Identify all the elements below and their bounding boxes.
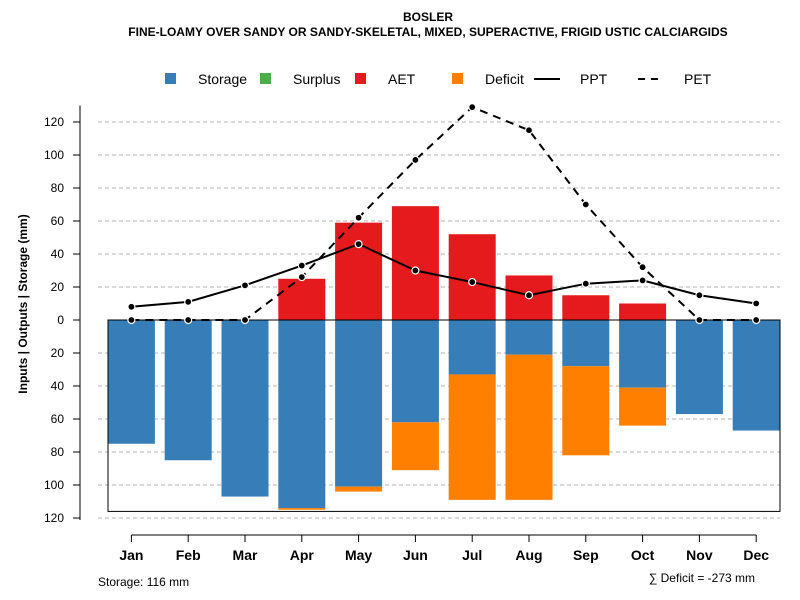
deficit-footer: ∑ Deficit = -273 mm — [649, 571, 755, 585]
legend-swatch-storage — [165, 73, 176, 84]
x-tick-label-mar: Mar — [233, 547, 258, 563]
ppt-point-dec — [752, 299, 761, 308]
ppt-point-aug — [524, 291, 534, 300]
y-tick-label: 60 — [51, 214, 65, 228]
pet-point-may — [354, 213, 363, 222]
storage-bar-jul — [448, 320, 496, 375]
y-tick-label: 40 — [51, 379, 65, 393]
aet-bar-sep — [562, 295, 610, 320]
y-tick-label: 40 — [51, 247, 65, 261]
pet-point-apr — [297, 273, 306, 282]
y-tick-label: 80 — [51, 181, 65, 195]
y-tick-label: 20 — [51, 280, 65, 294]
deficit-bar-sep — [562, 366, 610, 456]
y-tick-label: 80 — [51, 445, 65, 459]
pet-point-jun — [411, 155, 420, 165]
legend: Storage Surplus AET Deficit PPT PET — [165, 71, 712, 87]
storage-bar-jun — [391, 320, 439, 423]
storage-bar-mar — [221, 320, 269, 497]
legend-swatch-deficit — [452, 73, 463, 84]
pet-point-sep — [581, 200, 590, 209]
x-tick-label-may: May — [345, 547, 372, 563]
ppt-point-mar — [240, 281, 250, 290]
legend-label-aet: AET — [388, 71, 416, 87]
ppt-point-apr — [297, 261, 306, 270]
storage-bar-apr — [278, 320, 326, 509]
storage-bar-dec — [732, 320, 780, 431]
y-tick-label: 120 — [44, 115, 64, 129]
pet-point-mar — [240, 315, 250, 325]
deficit-bar-oct — [619, 387, 667, 426]
storage-bar-oct — [619, 320, 667, 388]
aet-bar-apr — [278, 278, 326, 320]
storage-bar-feb — [164, 320, 212, 461]
x-tick-label-nov: Nov — [686, 547, 713, 563]
deficit-bar-aug — [505, 354, 553, 500]
x-tick-label-aug: Aug — [515, 547, 542, 563]
ppt-line — [131, 243, 757, 308]
pet-line — [131, 105, 757, 321]
pet-point-oct — [638, 263, 647, 272]
ppt-point-jul — [468, 277, 477, 287]
x-tick-label-jan: Jan — [119, 547, 143, 563]
deficit-bar-jun — [391, 422, 439, 471]
deficit-bar-jul — [448, 374, 496, 500]
storage-bar-sep — [562, 320, 610, 367]
y-tick-label: 100 — [44, 478, 64, 492]
ppt-point-sep — [581, 279, 590, 288]
series-lines — [127, 103, 761, 325]
deficit-bar-apr — [278, 508, 326, 510]
storage-footer: Storage: 116 mm — [98, 575, 189, 589]
x-tick-label-jul: Jul — [462, 547, 482, 563]
y-tick-label: 120 — [44, 511, 64, 525]
y-tick-label: 20 — [51, 346, 65, 360]
ppt-point-oct — [638, 276, 647, 285]
pet-point-aug — [524, 126, 534, 135]
chart-title: BOSLER — [403, 10, 453, 24]
y-tick-label: 0 — [57, 313, 64, 327]
legend-label-deficit: Deficit — [485, 71, 524, 87]
x-tick-label-feb: Feb — [176, 547, 201, 563]
y-axis: 120 100 80 60 40 20 0 20 40 60 80 100 120 — [44, 105, 81, 525]
pet-point-feb — [184, 315, 193, 325]
storage-bar-jan — [107, 320, 155, 444]
pet-point-jul — [468, 103, 477, 112]
x-tick-label-sep: Sep — [573, 547, 599, 563]
bars — [107, 206, 780, 510]
aet-bar-oct — [619, 303, 667, 320]
storage-bar-aug — [505, 320, 553, 355]
y-tick-label: 60 — [51, 412, 65, 426]
x-tick-label-oct: Oct — [631, 547, 655, 563]
aet-bar-may — [335, 222, 383, 320]
y-axis-label: Inputs | Outputs | Storage (mm) — [16, 214, 30, 393]
legend-label-surplus: Surplus — [293, 71, 340, 87]
legend-swatch-surplus — [260, 73, 271, 84]
x-tick-label-jun: Jun — [403, 547, 428, 563]
legend-label-storage: Storage — [198, 71, 247, 87]
x-tick-label-dec: Dec — [743, 547, 769, 563]
ppt-point-nov — [695, 291, 704, 300]
pet-point-jan — [127, 315, 136, 325]
deficit-bar-may — [335, 486, 383, 492]
storage-capacity-box — [107, 319, 781, 512]
ppt-point-may — [354, 240, 363, 249]
pet-point-nov — [695, 315, 704, 325]
x-axis: Jan Feb Mar Apr May Jun Jul Aug Sep Oct Nov Dec — [119, 534, 769, 563]
pet-point-dec — [752, 315, 761, 325]
y-tick-label: 100 — [44, 148, 64, 162]
aet-bar-jul — [448, 234, 496, 320]
ppt-point-feb — [184, 297, 193, 306]
legend-label-pet: PET — [684, 71, 712, 87]
x-tick-label-apr: Apr — [290, 547, 315, 563]
storage-bar-may — [335, 320, 383, 487]
ppt-point-jan — [127, 302, 136, 311]
ppt-point-jun — [411, 266, 420, 275]
legend-swatch-aet — [355, 73, 366, 84]
storage-bar-nov — [675, 320, 723, 415]
legend-label-ppt: PPT — [580, 71, 608, 87]
chart-subtitle: FINE-LOAMY OVER SANDY OR SANDY-SKELETAL,… — [128, 25, 727, 39]
